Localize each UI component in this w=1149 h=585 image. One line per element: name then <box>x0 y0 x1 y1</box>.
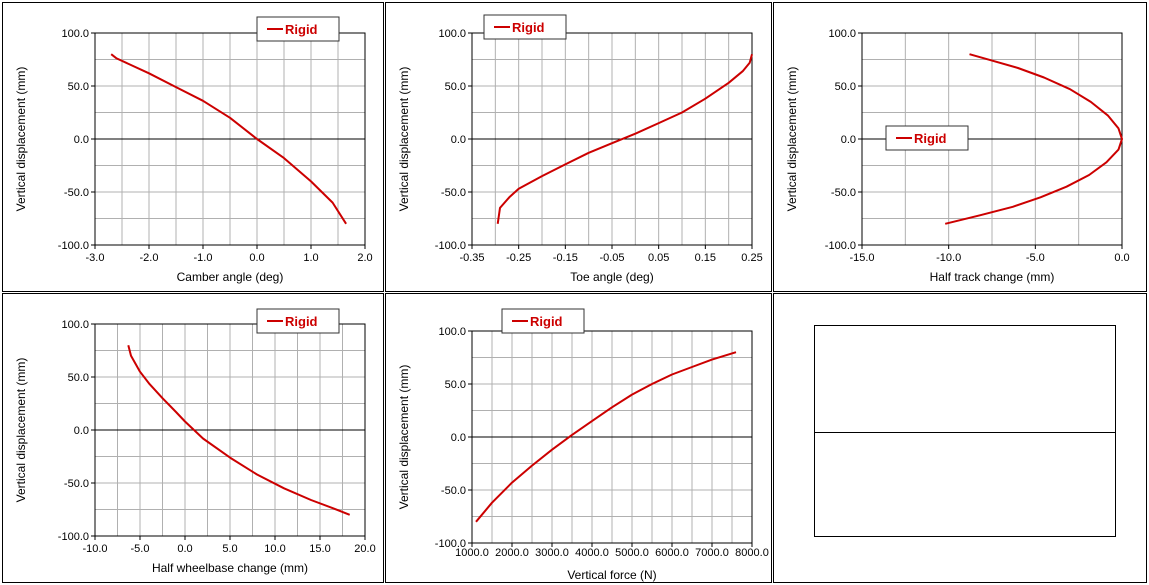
chart-panel-half-wheelbase: -10.0 -5.0 0.0 5.0 10.0 15.0 20.0 -100.0 -50.0 0.… <box>2 293 384 583</box>
y-tick-label: -50.0 <box>441 187 466 199</box>
y-tick-label: 100.0 <box>61 319 89 331</box>
x-tick-label: 4000.0 <box>575 547 609 559</box>
y-tick-label: 50.0 <box>445 379 466 391</box>
x-tick-label: -0.35 <box>459 252 484 264</box>
x-tick-label: -3.0 <box>86 252 105 264</box>
legend: Rigid <box>885 125 969 151</box>
x-tick-label: 1000.0 <box>455 547 489 559</box>
empty-plot-zero-line <box>815 432 1115 433</box>
empty-plot-frame <box>814 325 1116 537</box>
y-tick-label: -50.0 <box>831 187 856 199</box>
y-tick-label: -50.0 <box>441 485 466 497</box>
x-tick-label: 20.0 <box>354 543 375 555</box>
x-tick-label: 15.0 <box>309 543 330 555</box>
x-tick-label: 2.0 <box>357 252 372 264</box>
chart-half-track: -15.0 -10.0 -5.0 0.0 -100.0 -50.0 0.0 50.0 100.0… <box>785 28 1130 284</box>
x-axis-title: Vertical force (N) <box>567 568 656 582</box>
x-tick-label: -1.0 <box>194 252 213 264</box>
x-tick-label: -10.0 <box>936 252 961 264</box>
x-axis-title: Half track change (mm) <box>930 270 1055 284</box>
y-tick-label: -100.0 <box>435 538 466 550</box>
y-tick-label: 0.0 <box>841 134 856 146</box>
chart-panel-toe: -0.35 -0.25 -0.15 -0.05 0.05 0.15 0.25 -100.0 -5… <box>385 2 772 292</box>
x-tick-label: 1.0 <box>303 252 318 264</box>
legend-label: Rigid <box>530 314 563 329</box>
x-tick-label: 3000.0 <box>535 547 569 559</box>
x-tick-label: 6000.0 <box>655 547 689 559</box>
series-line-rigid <box>496 53 753 224</box>
y-axis-title: Vertical displacement (mm) <box>14 358 28 503</box>
x-tick-label: 2000.0 <box>495 547 529 559</box>
legend-label: Rigid <box>285 314 318 329</box>
series-line-rigid <box>110 53 347 225</box>
x-axis-title: Half wheelbase change (mm) <box>152 561 308 575</box>
y-tick-label: 50.0 <box>68 81 89 93</box>
legend: Rigid <box>256 308 340 334</box>
y-tick-label: 100.0 <box>828 28 856 40</box>
legend-label: Rigid <box>914 131 947 146</box>
x-tick-label: 0.0 <box>1114 252 1129 264</box>
legend-label: Rigid <box>285 22 318 37</box>
x-tick-label: 0.25 <box>741 252 762 264</box>
x-axis-title: Toe angle (deg) <box>570 270 653 284</box>
x-tick-label: -0.15 <box>553 252 578 264</box>
chart-panel-half-track: -15.0 -10.0 -5.0 0.0 -100.0 -50.0 0.0 50.0 100.0… <box>773 2 1147 292</box>
y-tick-label: 0.0 <box>451 432 466 444</box>
y-axis-title: Vertical displacement (mm) <box>397 67 411 212</box>
series-line-rigid <box>127 344 351 516</box>
x-tick-label: -15.0 <box>849 252 874 264</box>
x-tick-label: -5.0 <box>131 543 150 555</box>
y-tick-label: -100.0 <box>435 240 466 252</box>
y-tick-label: 0.0 <box>74 425 89 437</box>
x-tick-label: 0.15 <box>695 252 716 264</box>
series-line-rigid <box>944 53 1123 225</box>
y-tick-label: 0.0 <box>74 134 89 146</box>
x-tick-label: -2.0 <box>140 252 159 264</box>
x-tick-label: 5.0 <box>222 543 237 555</box>
legend: Rigid <box>256 16 340 42</box>
y-tick-label: 100.0 <box>438 28 466 40</box>
y-axis-title: Vertical displacement (mm) <box>397 365 411 510</box>
x-tick-label: 0.0 <box>177 543 192 555</box>
y-tick-label: 100.0 <box>438 326 466 338</box>
x-tick-label: 5000.0 <box>615 547 649 559</box>
chart-panel-camber: -3.0 -2.0 -1.0 0.0 1.0 2.0 -100.0 -50.0 0.0 50.0 1… <box>2 2 384 292</box>
x-tick-label: -5.0 <box>1026 252 1045 264</box>
y-tick-label: -100.0 <box>825 240 856 252</box>
chart-toe: -0.35 -0.25 -0.15 -0.05 0.05 0.15 0.25 -100.0 -5… <box>397 14 763 284</box>
y-tick-label: -50.0 <box>64 187 89 199</box>
y-tick-label: 50.0 <box>68 372 89 384</box>
x-tick-label: 7000.0 <box>695 547 729 559</box>
x-tick-label: -0.05 <box>599 252 624 264</box>
empty-panel <box>773 293 1147 583</box>
x-axis-title: Camber angle (deg) <box>177 270 284 284</box>
series-line-rigid <box>475 351 737 523</box>
y-tick-label: 50.0 <box>445 81 466 93</box>
y-tick-label: 50.0 <box>835 81 856 93</box>
x-tick-label: -0.25 <box>506 252 531 264</box>
x-tick-label: 8000.0 <box>735 547 769 559</box>
y-tick-label: 100.0 <box>61 28 89 40</box>
y-tick-label: -100.0 <box>58 240 89 252</box>
y-tick-label: -50.0 <box>64 478 89 490</box>
x-tick-label: 10.0 <box>264 543 285 555</box>
y-tick-label: 0.0 <box>451 134 466 146</box>
legend: Rigid <box>501 308 585 334</box>
chart-vertical-force: 1000.0 2000.0 3000.0 4000.0 5000.0 6000.0 7000… <box>397 308 769 582</box>
chart-half-wheelbase: -10.0 -5.0 0.0 5.0 10.0 15.0 20.0 -100.0 -50.0 0.… <box>14 308 376 575</box>
legend: Rigid <box>483 14 567 40</box>
x-tick-label: 0.0 <box>249 252 264 264</box>
x-tick-label: 0.05 <box>648 252 669 264</box>
x-tick-label: -10.0 <box>82 543 107 555</box>
chart-panel-vertical-force: 1000.0 2000.0 3000.0 4000.0 5000.0 6000.0 7000… <box>385 293 772 583</box>
y-axis-title: Vertical displacement (mm) <box>785 67 799 212</box>
legend-label: Rigid <box>512 20 545 35</box>
y-tick-label: -100.0 <box>58 531 89 543</box>
chart-camber: -3.0 -2.0 -1.0 0.0 1.0 2.0 -100.0 -50.0 0.0 50.0 1… <box>14 16 373 284</box>
y-axis-title: Vertical displacement (mm) <box>14 67 28 212</box>
